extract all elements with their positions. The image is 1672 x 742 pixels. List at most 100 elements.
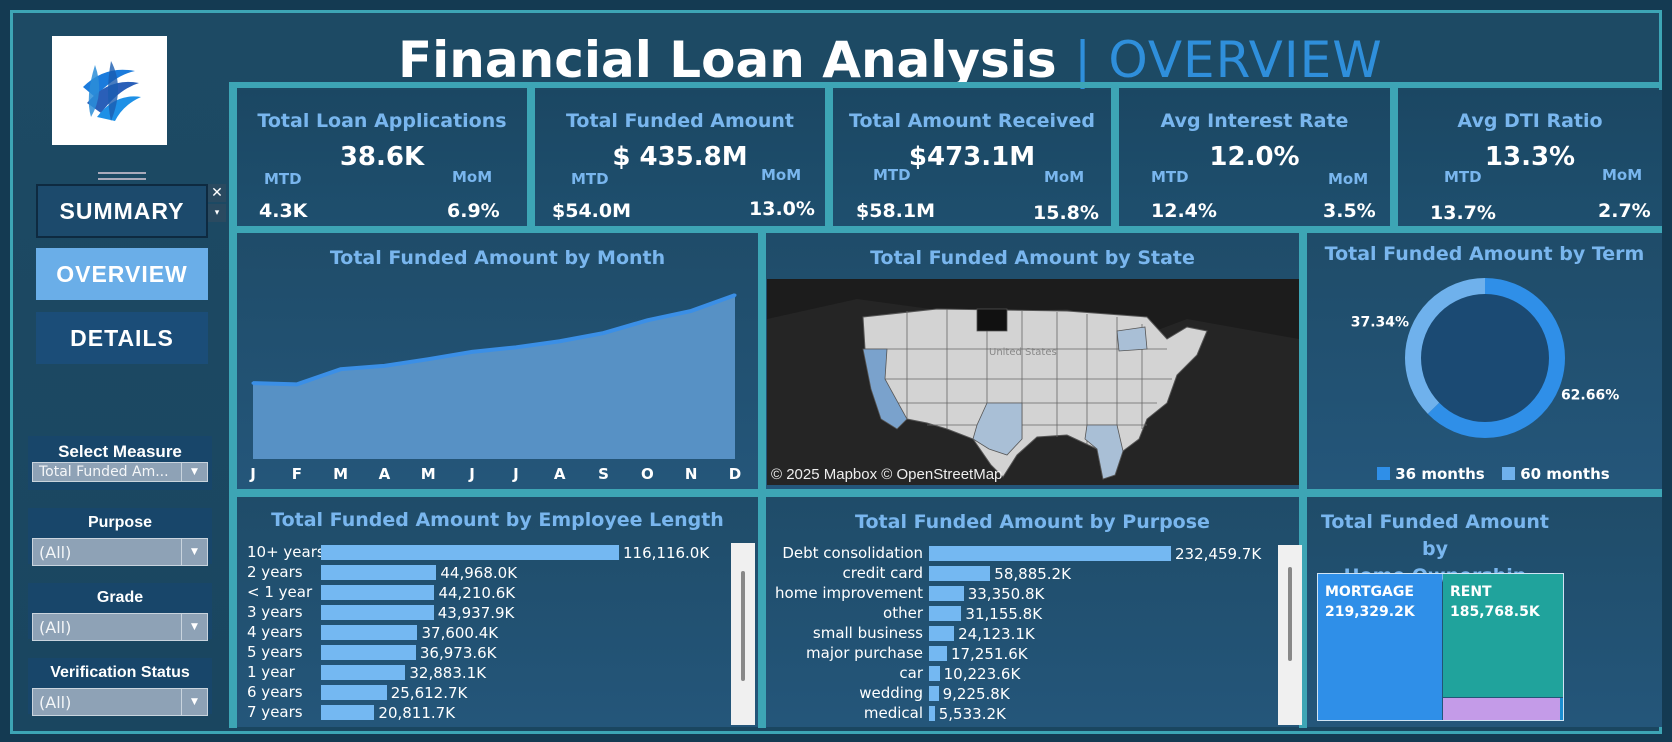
company-logo — [52, 36, 167, 145]
bar-value-label: 116,116.0K — [623, 544, 710, 562]
drag-handle[interactable] — [98, 172, 146, 180]
nav-details-button[interactable]: DETAILS — [36, 312, 208, 364]
us-map-shape: United States — [767, 279, 1299, 485]
bar[interactable] — [321, 685, 387, 700]
bar-label: major purchase — [806, 644, 923, 662]
x-tick-label: J — [468, 465, 475, 483]
bar-label: credit card — [842, 564, 923, 582]
kpi-mom-value: 13.0% — [749, 198, 815, 220]
filter-label: Purpose — [87, 514, 152, 531]
kpi-mtd-value: 13.7% — [1430, 202, 1496, 224]
bar[interactable] — [321, 545, 619, 560]
data-point[interactable] — [470, 350, 474, 354]
bar[interactable] — [321, 665, 406, 680]
kpi-mom-value: 2.7% — [1598, 200, 1651, 222]
kpi-value: 12.0% — [1209, 142, 1300, 172]
bar[interactable] — [321, 565, 437, 580]
x-tick-label: A — [554, 465, 566, 483]
data-point[interactable] — [645, 318, 649, 322]
data-point[interactable] — [339, 367, 343, 371]
chevron-down-icon[interactable]: ▼ — [181, 614, 207, 640]
chevron-down-icon[interactable]: ▾ — [208, 204, 226, 222]
map-attribution: © 2025 Mapbox © OpenStreetMap — [771, 466, 1003, 483]
close-icon[interactable]: ✕ — [208, 184, 226, 202]
data-point[interactable] — [689, 309, 693, 313]
select-value: Total Funded Am... — [39, 464, 169, 480]
bar[interactable] — [929, 706, 935, 721]
data-point[interactable] — [558, 339, 562, 343]
bar[interactable] — [321, 605, 434, 620]
bar-value-label: 31,155.8K — [965, 605, 1043, 623]
bar[interactable] — [929, 686, 939, 701]
bar-label: 7 years — [247, 703, 303, 721]
kpi-value: 38.6K — [339, 142, 425, 172]
kpi-mom-label: MoM — [1602, 166, 1643, 184]
x-tick-label: J — [512, 465, 519, 483]
bar-label: 5 years — [247, 643, 303, 661]
x-tick-label: J — [249, 465, 256, 483]
logo-icon — [77, 58, 142, 123]
title-subtitle: OVERVIEW — [1108, 31, 1383, 89]
bar[interactable] — [929, 586, 964, 601]
nav-overview-button[interactable]: OVERVIEW — [36, 248, 208, 300]
data-point[interactable] — [514, 345, 518, 349]
bar[interactable] — [321, 585, 435, 600]
bar[interactable] — [321, 625, 418, 640]
state-map[interactable]: United States © 2025 Mapbox © OpenStreet… — [767, 279, 1299, 485]
kpi-title: Total Amount Received — [849, 110, 1095, 132]
divider — [229, 82, 237, 728]
bar[interactable] — [929, 646, 947, 661]
bar[interactable] — [929, 626, 955, 641]
data-point[interactable] — [426, 357, 430, 361]
bar-value-label: 43,937.9K — [437, 604, 515, 622]
verification-select[interactable]: (All) ▼ — [32, 688, 208, 716]
bar[interactable] — [929, 546, 1171, 561]
page-title: Financial Loan Analysis | OVERVIEW — [398, 30, 1383, 90]
chevron-down-icon[interactable]: ▼ — [181, 689, 207, 715]
data-point[interactable] — [251, 381, 255, 385]
chart-title: Total Funded Amount by Employee Length — [271, 509, 724, 531]
scrollbar-thumb[interactable] — [1288, 567, 1292, 661]
filter-purpose: Purpose (All) ▼ — [28, 508, 212, 566]
x-tick-label: S — [598, 465, 609, 483]
donut-slice[interactable] — [1405, 278, 1565, 438]
panel-funded-by-employee-length: Total Funded Amount by Employee Length 1… — [237, 497, 758, 727]
bar[interactable] — [929, 606, 962, 621]
bar-value-label: 37,600.4K — [421, 624, 499, 642]
chevron-down-icon[interactable]: ▼ — [181, 463, 207, 481]
treemap-cell-mortgage[interactable]: MORTGAGE 219,329.2K — [1318, 574, 1442, 720]
scrollbar[interactable] — [1278, 545, 1302, 725]
bar-label: home improvement — [775, 584, 923, 602]
chevron-down-icon[interactable]: ▼ — [181, 539, 207, 565]
bar[interactable] — [321, 705, 375, 720]
nav-summary-button[interactable]: SUMMARY — [36, 184, 208, 238]
divider — [527, 88, 535, 225]
title-separator: | — [1074, 31, 1091, 89]
data-point[interactable] — [602, 331, 606, 335]
bar-value-label: 5,533.2K — [938, 705, 1006, 723]
grade-select[interactable]: (All) ▼ — [32, 613, 208, 641]
treemap-cell-none[interactable] — [1560, 698, 1563, 720]
measure-select[interactable]: Total Funded Am... ▼ — [32, 462, 208, 482]
panel-funded-by-state: Total Funded Amount by State United Stat… — [766, 233, 1299, 489]
bar[interactable] — [929, 666, 940, 681]
treemap-label: RENT — [1450, 584, 1492, 600]
legend-swatch — [1377, 467, 1390, 480]
treemap-cell-rent[interactable]: RENT 185,768.5K — [1443, 574, 1563, 697]
scrollbar[interactable] — [731, 543, 755, 725]
x-tick-label: N — [685, 465, 698, 483]
bar[interactable] — [929, 566, 991, 581]
kpi-mom-label: MoM — [1044, 168, 1085, 186]
kpi-mom-label: MoM — [452, 168, 493, 186]
bar[interactable] — [321, 645, 416, 660]
treemap-cell-other[interactable] — [1443, 698, 1560, 720]
kpi-mtd-value: 12.4% — [1151, 200, 1217, 222]
treemap-value: 219,329.2K — [1325, 604, 1415, 620]
purpose-select[interactable]: (All) ▼ — [32, 538, 208, 566]
chart-title: Total Funded Amount by Term — [1324, 243, 1645, 265]
data-point[interactable] — [733, 293, 737, 297]
scrollbar-thumb[interactable] — [741, 571, 745, 681]
data-point[interactable] — [295, 382, 299, 386]
bar-value-label: 24,123.1K — [958, 625, 1035, 643]
data-point[interactable] — [382, 364, 386, 368]
